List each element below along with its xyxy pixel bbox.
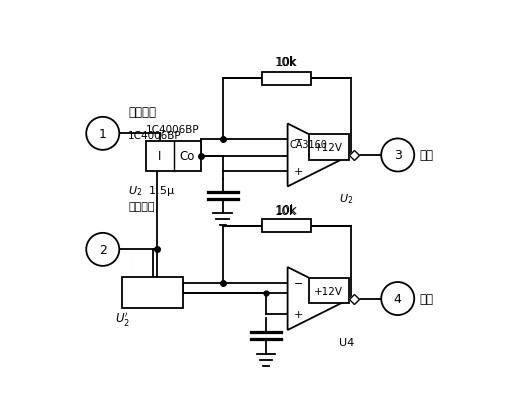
Text: I: I	[158, 150, 162, 163]
Bar	[122, 277, 183, 309]
Bar	[262, 220, 311, 233]
Text: +: +	[294, 309, 303, 320]
Text: $U_2$  1.5μ: $U_2$ 1.5μ	[128, 184, 175, 198]
Text: −: −	[294, 278, 303, 288]
Text: 1C4006BP: 1C4006BP	[128, 131, 182, 141]
Text: U4: U4	[339, 337, 354, 347]
Bar	[309, 135, 348, 161]
Text: 输出: 输出	[419, 149, 433, 162]
Text: 采样脉冲: 采样脉冲	[128, 106, 156, 119]
Text: CA3160: CA3160	[289, 140, 327, 150]
Text: 3: 3	[394, 149, 402, 162]
Text: +12V: +12V	[314, 286, 343, 296]
Bar	[309, 278, 348, 304]
Text: 保持电容: 保持电容	[128, 202, 155, 211]
Text: 10k: 10k	[275, 204, 297, 218]
Text: −: −	[294, 135, 303, 145]
Circle shape	[86, 118, 119, 150]
Text: 1: 1	[99, 128, 107, 140]
Text: Co: Co	[180, 150, 195, 163]
Text: 10k: 10k	[276, 204, 297, 216]
Text: 4: 4	[394, 292, 402, 305]
Bar	[146, 142, 201, 171]
Text: 10k: 10k	[276, 56, 297, 69]
Polygon shape	[288, 124, 351, 187]
Text: 2: 2	[99, 243, 107, 256]
Text: 10k: 10k	[275, 56, 297, 69]
Text: $U_2$: $U_2$	[339, 192, 353, 206]
Polygon shape	[288, 268, 351, 330]
Text: $U_2'$: $U_2'$	[115, 309, 130, 328]
Text: 输出: 输出	[419, 292, 433, 305]
Circle shape	[86, 233, 119, 266]
Text: 1C4006BP: 1C4006BP	[146, 125, 200, 135]
Circle shape	[381, 139, 414, 172]
Bar	[262, 73, 311, 85]
Circle shape	[381, 282, 414, 315]
Text: +: +	[294, 166, 303, 176]
Text: +12V: +12V	[314, 143, 343, 153]
